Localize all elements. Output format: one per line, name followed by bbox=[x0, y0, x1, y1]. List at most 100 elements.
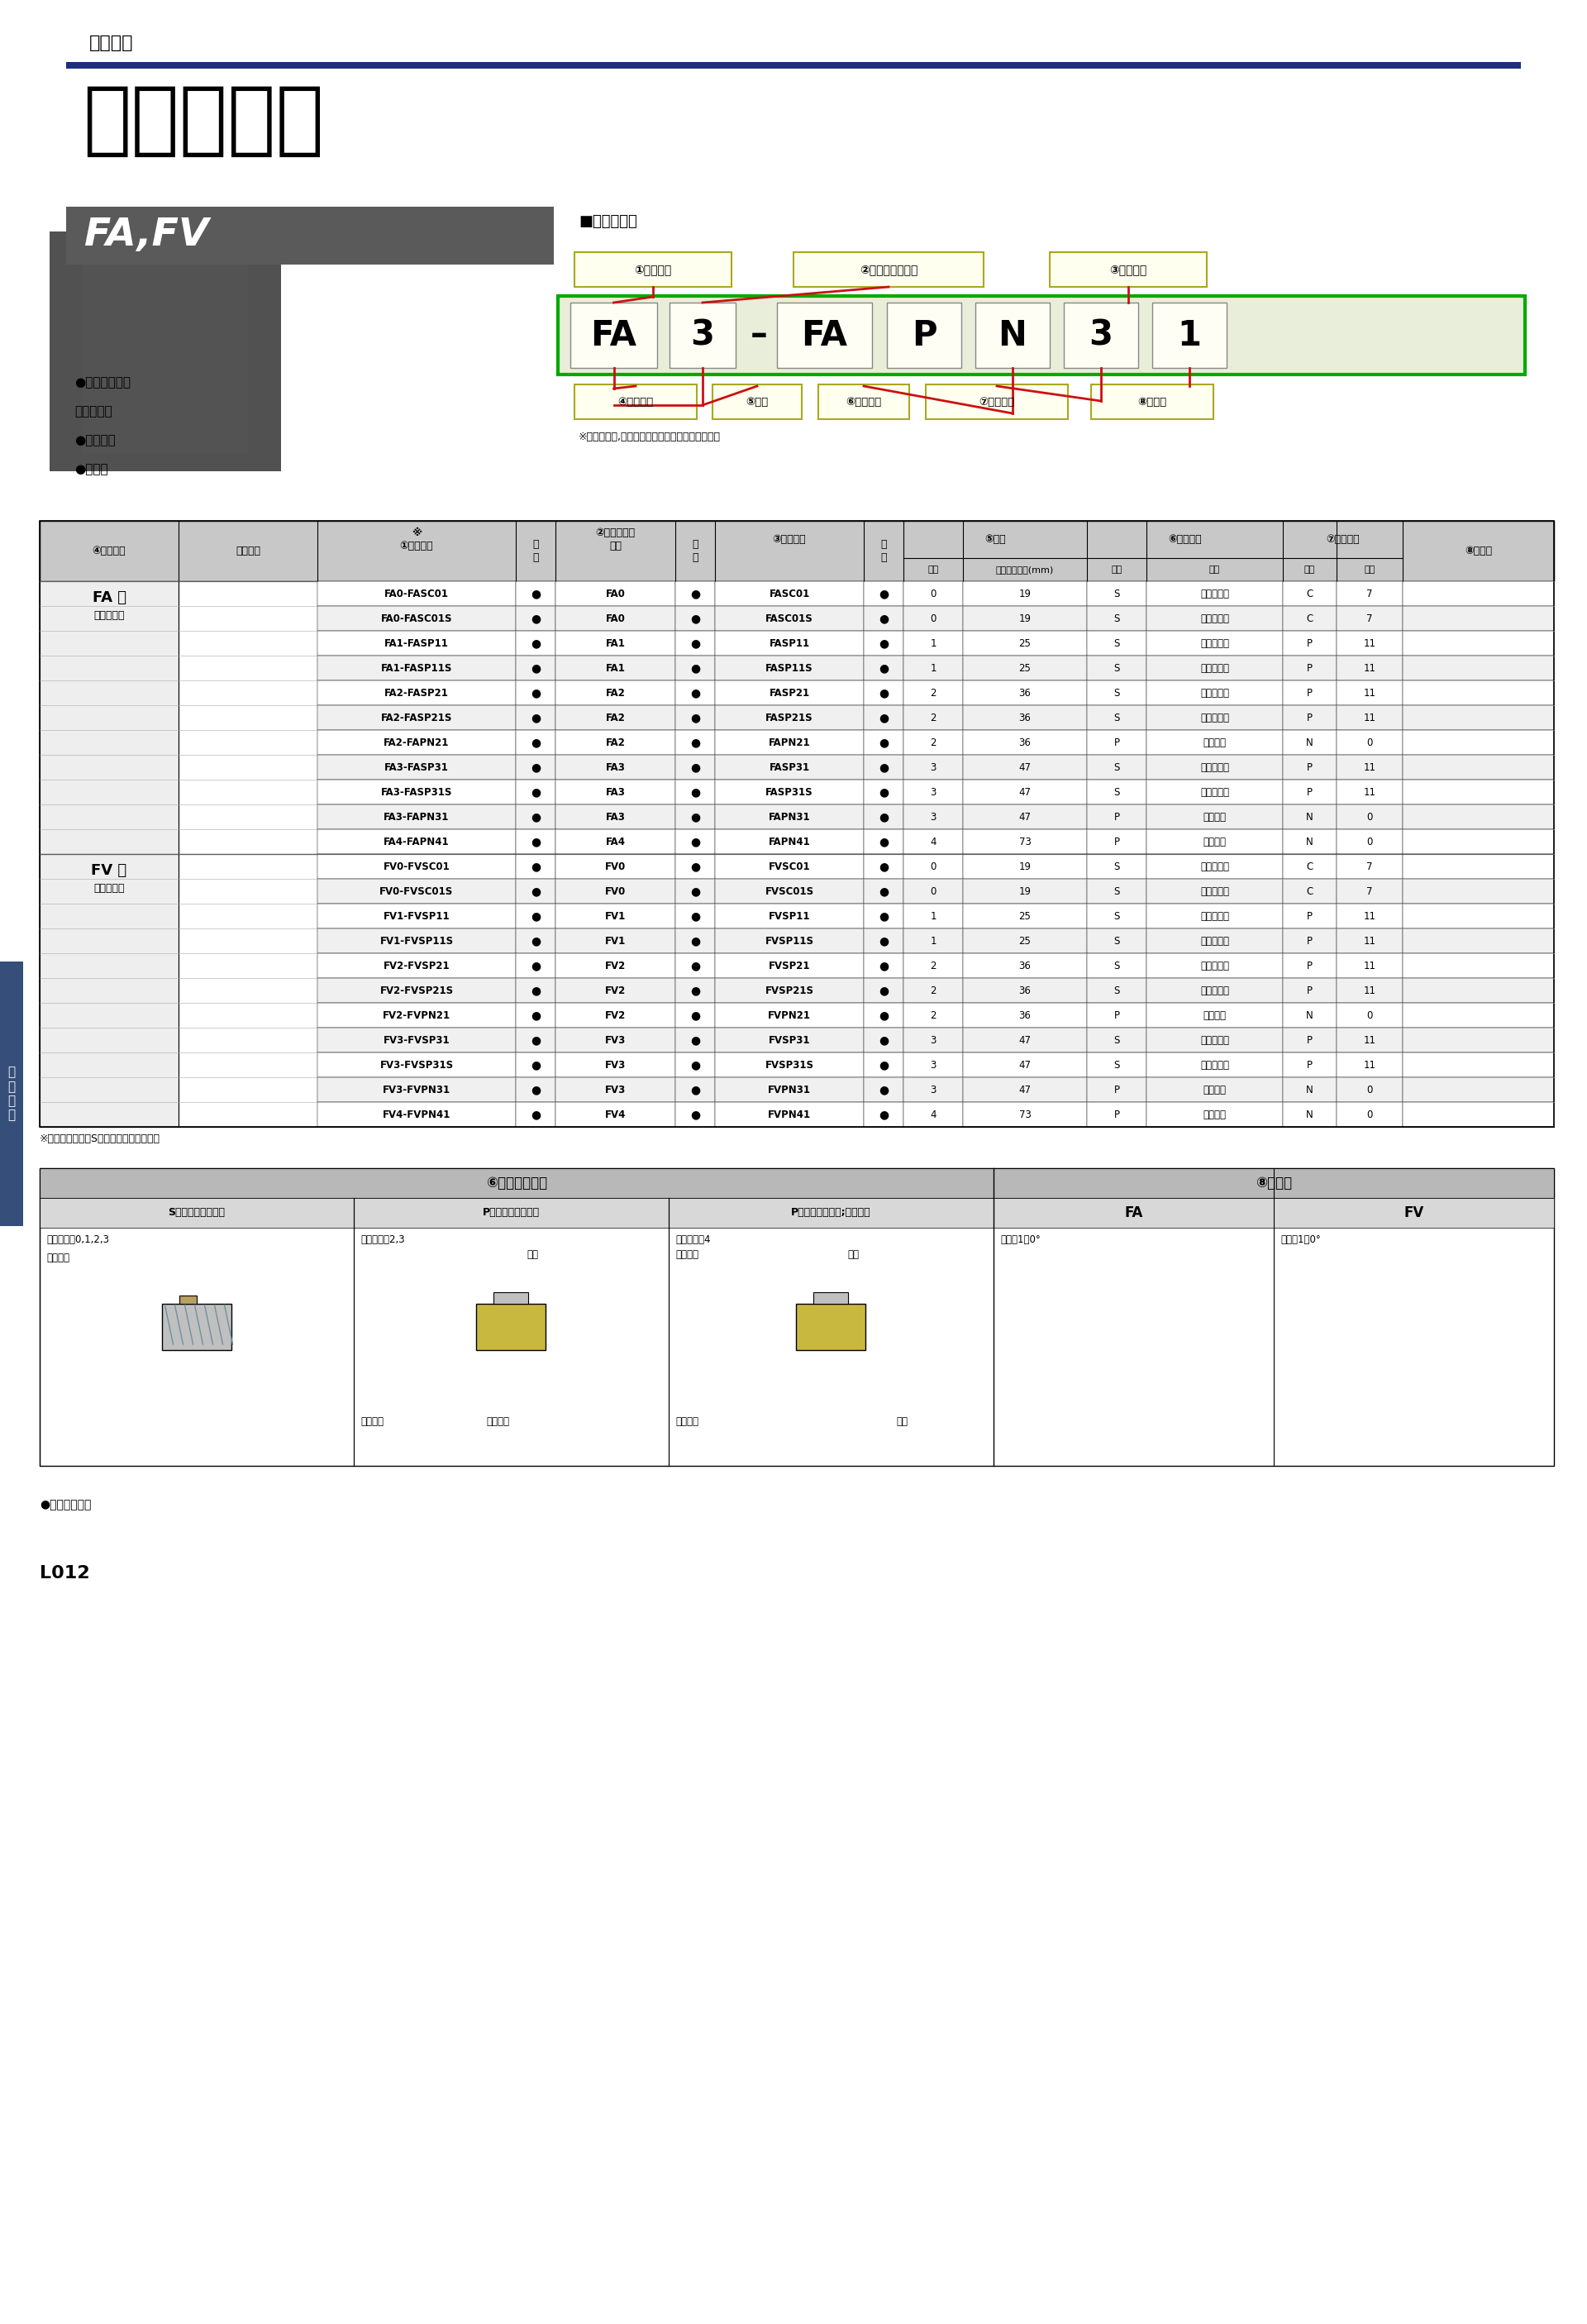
Text: ●: ● bbox=[530, 662, 541, 674]
Bar bbox=[963, 581, 1087, 607]
Text: ※整件型号末尾的S表示反转（左手刀）。: ※整件型号末尾的S表示反转（左手刀）。 bbox=[40, 1134, 160, 1143]
Bar bbox=[1336, 779, 1403, 804]
Bar bbox=[1403, 978, 1554, 1004]
Text: 0: 0 bbox=[1366, 1011, 1373, 1020]
Text: 0: 0 bbox=[930, 614, 936, 623]
Text: P: P bbox=[1114, 811, 1119, 823]
Bar bbox=[1282, 779, 1336, 804]
Bar bbox=[863, 930, 903, 953]
Bar bbox=[67, 63, 1520, 70]
Bar bbox=[1336, 581, 1403, 607]
Bar bbox=[40, 853, 178, 1127]
Bar bbox=[516, 607, 555, 630]
Text: ●: ● bbox=[879, 711, 889, 723]
Text: FA2: FA2 bbox=[606, 737, 625, 748]
Bar bbox=[1282, 630, 1336, 655]
Bar bbox=[863, 779, 903, 804]
Text: ③刀夹型号: ③刀夹型号 bbox=[773, 535, 806, 544]
Text: ●：标准库存品: ●：标准库存品 bbox=[40, 1499, 90, 1511]
Bar bbox=[976, 302, 1049, 367]
Bar bbox=[993, 1197, 1554, 1227]
Text: ●: ● bbox=[530, 711, 541, 723]
Bar bbox=[317, 1004, 516, 1027]
Bar bbox=[676, 581, 716, 607]
Bar bbox=[963, 681, 1087, 704]
Text: ⑥夹紧方式: ⑥夹紧方式 bbox=[1168, 535, 1201, 544]
Bar bbox=[555, 930, 676, 953]
Bar bbox=[925, 383, 1068, 418]
Bar bbox=[1403, 953, 1554, 978]
Text: 杠杆锁紧: 杠杆锁紧 bbox=[1203, 737, 1227, 748]
Text: P: P bbox=[911, 318, 936, 353]
Text: ●: ● bbox=[530, 985, 541, 997]
Bar bbox=[516, 730, 555, 755]
Bar bbox=[40, 521, 1554, 1127]
Bar bbox=[555, 1053, 676, 1078]
Text: 适用尺寸：2,3: 适用尺寸：2,3 bbox=[360, 1234, 405, 1246]
Text: ●: ● bbox=[530, 688, 541, 700]
Bar bbox=[555, 755, 676, 779]
Bar bbox=[1087, 1078, 1146, 1102]
Text: FV2-FVSP21: FV2-FVSP21 bbox=[384, 960, 449, 971]
Text: N: N bbox=[1306, 1011, 1314, 1020]
Text: 0: 0 bbox=[930, 885, 936, 897]
Text: P（杠杆锁紧方式）: P（杠杆锁紧方式） bbox=[482, 1208, 540, 1218]
Text: FA0: FA0 bbox=[606, 588, 625, 600]
Bar bbox=[1282, 607, 1336, 630]
Bar bbox=[1403, 630, 1554, 655]
Bar bbox=[1403, 655, 1554, 681]
Text: 73: 73 bbox=[1019, 837, 1032, 846]
Bar bbox=[903, 830, 963, 853]
Bar bbox=[1146, 704, 1282, 730]
Bar bbox=[716, 1053, 863, 1078]
Bar bbox=[963, 730, 1087, 755]
Bar bbox=[516, 1004, 555, 1027]
Bar bbox=[1282, 904, 1336, 930]
Text: S: S bbox=[1114, 960, 1120, 971]
Text: 最小加工直径(mm): 最小加工直径(mm) bbox=[997, 565, 1054, 574]
Bar bbox=[1336, 1053, 1403, 1078]
Text: 4: 4 bbox=[930, 837, 936, 846]
Text: FA: FA bbox=[590, 318, 636, 353]
Bar bbox=[903, 730, 963, 755]
Text: ●: ● bbox=[690, 762, 700, 774]
Bar bbox=[863, 581, 903, 607]
Text: ●: ● bbox=[690, 811, 700, 823]
Bar bbox=[676, 830, 716, 853]
Text: FA4: FA4 bbox=[606, 837, 625, 846]
Text: ●: ● bbox=[690, 837, 700, 848]
Bar bbox=[903, 779, 963, 804]
Text: 11: 11 bbox=[1363, 985, 1376, 995]
Bar bbox=[676, 730, 716, 755]
Text: 36: 36 bbox=[1019, 985, 1032, 995]
Text: 2: 2 bbox=[930, 985, 936, 995]
Text: 螺钉夹紧式: 螺钉夹紧式 bbox=[1200, 985, 1228, 995]
Text: ●: ● bbox=[879, 662, 889, 674]
Bar bbox=[863, 1078, 903, 1102]
Text: 夹紧杠杆: 夹紧杠杆 bbox=[676, 1250, 698, 1260]
Text: FA3-FASP31S: FA3-FASP31S bbox=[381, 786, 452, 797]
Text: ●: ● bbox=[879, 1009, 889, 1020]
Text: ●: ● bbox=[530, 911, 541, 923]
Text: FV3-FVSP31: FV3-FVSP31 bbox=[384, 1034, 449, 1046]
Bar bbox=[1336, 730, 1403, 755]
Text: ●: ● bbox=[690, 1009, 700, 1020]
Text: 刀片: 刀片 bbox=[847, 1250, 859, 1260]
Text: 杠杆锁紧: 杠杆锁紧 bbox=[1203, 1011, 1227, 1020]
Bar bbox=[676, 1102, 716, 1127]
Bar bbox=[516, 630, 555, 655]
Bar bbox=[1087, 1053, 1146, 1078]
Text: 36: 36 bbox=[1019, 1011, 1032, 1020]
Bar bbox=[317, 607, 516, 630]
Bar bbox=[1336, 1027, 1403, 1053]
Bar bbox=[903, 1078, 963, 1102]
Bar bbox=[716, 904, 863, 930]
Bar bbox=[1336, 681, 1403, 704]
Bar bbox=[716, 1078, 863, 1102]
Bar bbox=[863, 704, 903, 730]
Text: （倾斜型）: （倾斜型） bbox=[94, 611, 125, 621]
Bar bbox=[963, 1004, 1087, 1027]
Bar bbox=[716, 704, 863, 730]
Bar bbox=[317, 755, 516, 779]
Text: 3: 3 bbox=[930, 1085, 936, 1095]
